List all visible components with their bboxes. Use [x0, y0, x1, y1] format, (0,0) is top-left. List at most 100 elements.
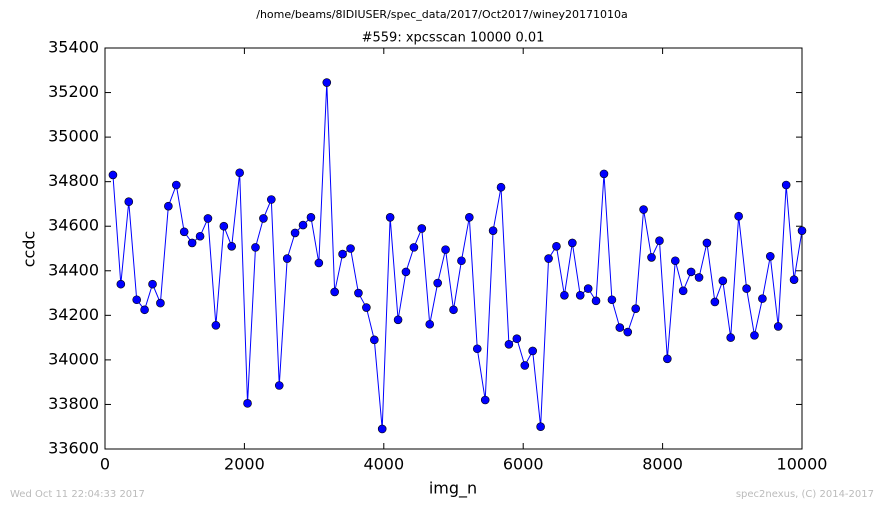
- data-point: [591, 296, 601, 306]
- data-point: [409, 243, 419, 252]
- data-point: [116, 279, 126, 289]
- data-point: [425, 319, 435, 329]
- data-point: [797, 226, 807, 235]
- y-tick-label: 35200: [48, 82, 99, 101]
- data-point: [377, 424, 387, 434]
- plot-frame: [104, 47, 803, 450]
- data-point: [274, 381, 284, 390]
- data-point: [773, 322, 783, 331]
- data-point: [267, 195, 276, 204]
- y-tick-label: 34600: [48, 216, 99, 235]
- data-point: [140, 305, 149, 315]
- data-point: [417, 224, 427, 233]
- data-point: [575, 290, 585, 300]
- data-point: [734, 211, 743, 221]
- x-tick-label: 10000: [777, 455, 828, 474]
- data-point: [678, 286, 688, 296]
- series-line: [112, 82, 803, 429]
- data-point: [132, 295, 142, 305]
- data-point: [401, 267, 411, 277]
- data-point: [282, 254, 292, 263]
- data-point: [314, 258, 324, 268]
- y-tick-label: 33800: [48, 394, 99, 413]
- data-point: [433, 278, 442, 288]
- data-point: [544, 254, 553, 263]
- y-tick-label: 34400: [48, 260, 99, 279]
- data-point: [298, 220, 308, 230]
- data-point: [504, 339, 514, 349]
- data-point: [179, 227, 189, 237]
- data-point: [227, 241, 237, 251]
- data-point: [441, 245, 450, 254]
- data-point: [686, 267, 696, 277]
- data-point: [480, 395, 490, 405]
- data-point: [631, 304, 640, 313]
- footer-right: spec2nexus, (C) 2014-2017: [736, 489, 874, 500]
- data-point: [568, 238, 577, 248]
- data-point: [290, 228, 300, 238]
- data-point: [789, 275, 799, 284]
- x-axis-label: img_n: [429, 479, 477, 499]
- data-point: [472, 344, 482, 354]
- data-point: [243, 399, 252, 408]
- data-point: [330, 287, 339, 297]
- data-point: [148, 279, 157, 289]
- data-point: [370, 335, 379, 345]
- data-point: [647, 253, 656, 262]
- data-point: [670, 256, 680, 266]
- y-tick-label: 34800: [48, 171, 99, 190]
- x-tick-label: 6000: [503, 455, 544, 474]
- y-tick-label: 34000: [48, 349, 99, 368]
- data-point: [639, 205, 648, 214]
- chart-title: #559: xpcsscan 10000 0.01: [362, 31, 545, 46]
- data-point: [520, 361, 530, 370]
- y-tick-label: 35000: [48, 127, 99, 146]
- data-point: [124, 197, 134, 207]
- data-point: [560, 290, 569, 300]
- data-point: [615, 323, 625, 332]
- data-point: [322, 78, 332, 87]
- data-point: [346, 244, 355, 253]
- data-point: [512, 334, 522, 344]
- data-point: [552, 241, 561, 251]
- data-point: [187, 238, 197, 248]
- data-point: [251, 243, 260, 252]
- data-point: [623, 327, 633, 337]
- data-point: [465, 213, 474, 222]
- x-tick-label: 4000: [363, 455, 404, 474]
- y-axis-label: ccdc: [20, 231, 39, 268]
- data-point: [781, 180, 791, 190]
- data-point: [259, 214, 268, 223]
- footer-left: Wed Oct 11 22:04:33 2017: [10, 489, 145, 500]
- data-point: [362, 303, 371, 312]
- data-point: [156, 298, 165, 308]
- data-point: [219, 221, 229, 231]
- data-point: [457, 256, 466, 266]
- data-point: [536, 422, 545, 432]
- data-point: [203, 214, 213, 223]
- data-point: [393, 315, 403, 325]
- data-point: [742, 284, 751, 293]
- data-point: [694, 273, 704, 282]
- data-point: [338, 249, 347, 259]
- y-tick-label: 34200: [48, 305, 99, 324]
- data-point: [710, 297, 720, 307]
- data-point: [663, 354, 672, 364]
- data-point: [306, 213, 316, 222]
- data-point: [496, 182, 506, 192]
- x-tick-label: 2000: [224, 455, 265, 474]
- data-point: [718, 276, 728, 286]
- suptitle: /home/beams/8IDIUSER/spec_data/2017/Oct2…: [256, 8, 628, 21]
- data-point: [765, 251, 775, 261]
- y-tick-label: 33600: [48, 439, 99, 458]
- x-tick-label: 8000: [642, 455, 683, 474]
- data-point: [354, 288, 363, 298]
- data-point: [195, 231, 205, 241]
- data-point: [385, 213, 395, 222]
- data-point: [108, 170, 118, 180]
- y-tick-label: 35400: [48, 38, 99, 57]
- data-point: [172, 180, 181, 190]
- data-point: [583, 284, 593, 293]
- data-point: [702, 238, 712, 248]
